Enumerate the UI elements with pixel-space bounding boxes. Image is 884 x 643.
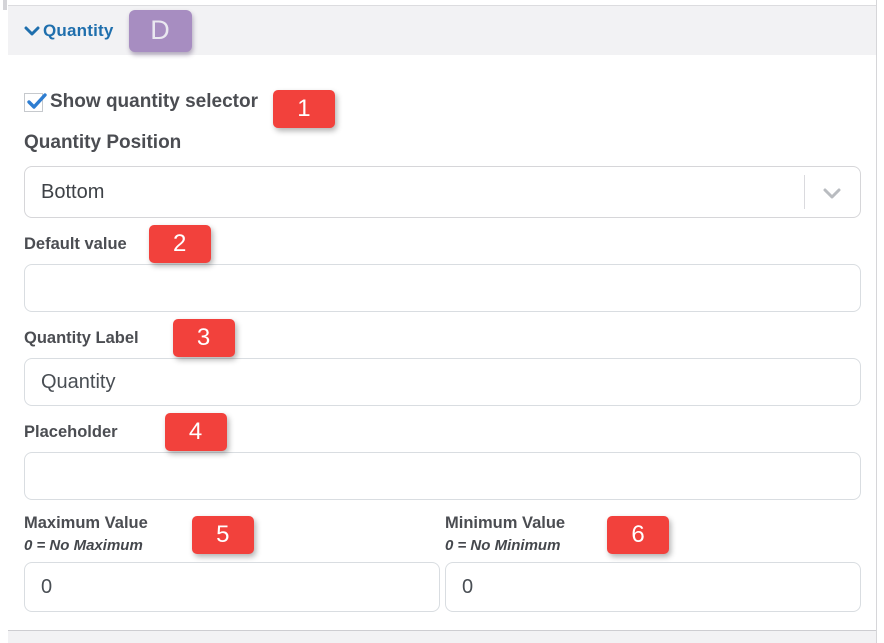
chevron-down-icon [821,183,843,209]
default-value-input[interactable] [24,264,861,312]
quantity-settings-panel: Quantity D Show quantity selector 1 Quan… [8,0,877,643]
show-quantity-selector-checkbox[interactable] [24,92,47,112]
section-body: Show quantity selector 1 Quantity Positi… [8,55,876,612]
step-badge-3: 3 [172,319,235,357]
minimum-value-label-stack: Minimum Value 0 = No Minimum [445,514,565,554]
step-badge-5: 5 [191,516,254,554]
minimum-value-hint: 0 = No Minimum [445,537,561,554]
minimum-value-label: Minimum Value [445,514,566,532]
quantity-section-header[interactable]: Quantity D [8,5,876,55]
step-badge-6: 6 [607,516,670,554]
select-divider [804,175,805,209]
step-badge-1: 1 [272,90,335,128]
min-max-row: Maximum Value 0 = No Maximum 5 Minimum V… [24,514,861,612]
show-quantity-selector-label: Show quantity selector [50,91,258,112]
default-value-label: Default value [24,234,127,253]
chevron-down-icon [24,23,40,39]
step-badge-2: 2 [148,225,211,263]
quantity-position-label: Quantity Position [24,132,182,153]
checkmark-icon [27,92,47,109]
placeholder-input[interactable] [24,452,861,500]
maximum-value-hint: 0 = No Maximum [24,537,143,554]
placeholder-label: Placeholder [24,422,118,441]
show-quantity-selector-row: Show quantity selector 1 [24,83,861,128]
quantity-position-select[interactable]: Bottom [24,166,861,218]
top-edge-sliver [3,0,7,10]
maximum-value-header: Maximum Value 0 = No Maximum 5 [24,514,440,554]
quantity-label-label: Quantity Label [24,328,139,347]
default-value-label-row: Default value 2 [24,224,861,264]
quantity-position-value: Bottom [41,180,105,203]
step-badge-4: 4 [164,413,227,451]
minimum-value-header: Minimum Value 0 = No Minimum 6 [445,514,861,554]
maximum-value-column: Maximum Value 0 = No Maximum 5 [24,514,440,612]
shortcut-badge: D [128,9,192,52]
next-section-header-partial[interactable] [8,630,876,643]
placeholder-label-row: Placeholder 4 [24,412,861,452]
minimum-value-column: Minimum Value 0 = No Minimum 6 [445,514,861,612]
quantity-label-input[interactable] [24,358,861,406]
quantity-label-label-row: Quantity Label 3 [24,318,861,358]
maximum-value-label-stack: Maximum Value 0 = No Maximum [24,514,148,554]
minimum-value-input[interactable] [445,562,861,612]
maximum-value-label: Maximum Value [24,514,148,532]
maximum-value-input[interactable] [24,562,440,612]
section-title: Quantity [43,20,114,40]
